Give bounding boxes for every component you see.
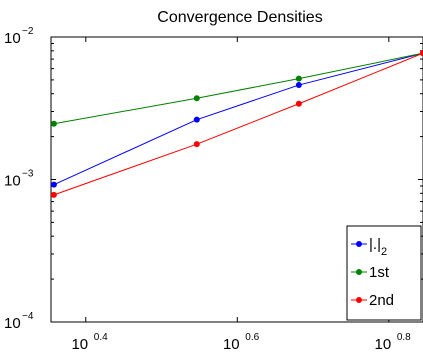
y-tick-label: 10 bbox=[4, 173, 21, 190]
data-point bbox=[50, 191, 57, 198]
series-layer bbox=[50, 50, 423, 198]
legend-label-text: 2nd bbox=[369, 292, 394, 309]
x-tick-label: 10 bbox=[375, 336, 392, 353]
data-point bbox=[193, 95, 200, 102]
legend-label-text: 1st bbox=[369, 264, 390, 281]
legend-label-subscript: 2 bbox=[381, 246, 387, 258]
legend: |.|2 1st 2nd bbox=[346, 225, 422, 321]
legend-label: 2nd bbox=[369, 292, 394, 309]
x-tick-exponent: 0.8 bbox=[397, 332, 411, 343]
y-tick-exponent: −2 bbox=[22, 26, 34, 37]
legend-label: 1st bbox=[369, 264, 390, 281]
legend-swatch-marker bbox=[356, 269, 362, 275]
legend-swatch-marker bbox=[356, 297, 362, 303]
x-tick-exponent: 0.4 bbox=[94, 332, 108, 343]
series-line bbox=[53, 52, 423, 125]
y-tick-label: 10 bbox=[4, 315, 21, 332]
y-tick-label: 10 bbox=[4, 30, 21, 47]
data-point bbox=[295, 75, 302, 82]
data-point bbox=[295, 82, 302, 89]
x-tick-label: 10 bbox=[223, 336, 240, 353]
y-tick-exponent: −4 bbox=[22, 311, 34, 322]
legend-swatch-marker bbox=[356, 241, 362, 247]
legend-label: |.|2 bbox=[369, 236, 387, 258]
data-point bbox=[50, 120, 57, 127]
series-line bbox=[53, 52, 423, 196]
series-line bbox=[53, 52, 423, 186]
y-tick-exponent: −3 bbox=[22, 169, 34, 180]
data-point bbox=[193, 141, 200, 148]
x-tick-exponent: 0.6 bbox=[245, 332, 259, 343]
data-point bbox=[295, 100, 302, 107]
data-point bbox=[420, 50, 423, 57]
chart-title: Convergence Densities bbox=[157, 9, 322, 26]
x-tick-label: 10 bbox=[71, 336, 88, 353]
data-point bbox=[50, 181, 57, 188]
legend-label-text: |.| bbox=[369, 236, 381, 253]
data-point bbox=[193, 116, 200, 123]
